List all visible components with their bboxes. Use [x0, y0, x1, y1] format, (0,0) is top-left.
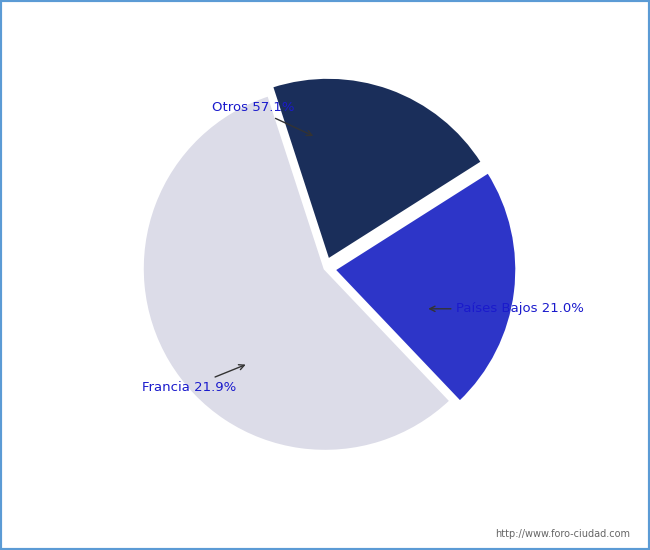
Wedge shape [334, 172, 517, 402]
Text: Otros 57.1%: Otros 57.1% [212, 101, 312, 135]
Text: Cubas de la Sagra - Turistas extranjeros según país - Abril de 2024: Cubas de la Sagra - Turistas extranjeros… [80, 15, 570, 31]
Text: Francia 21.9%: Francia 21.9% [142, 365, 244, 394]
Wedge shape [142, 95, 451, 451]
Text: Países Bajos 21.0%: Países Bajos 21.0% [430, 302, 584, 315]
Wedge shape [272, 78, 482, 260]
Text: http://www.foro-ciudad.com: http://www.foro-ciudad.com [495, 529, 630, 539]
